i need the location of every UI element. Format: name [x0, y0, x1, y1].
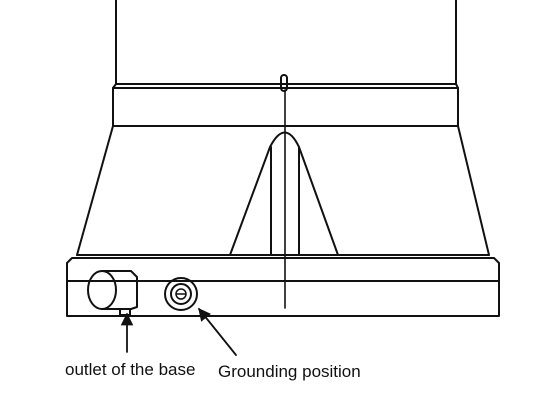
center-rib — [229, 74, 339, 256]
tapered-housing — [76, 125, 490, 256]
grounding-pointer-arrow — [198, 308, 237, 356]
grounding-terminal — [164, 277, 198, 311]
outlet-label: outlet of the base — [65, 360, 196, 379]
base-outlet — [87, 270, 138, 316]
upper-column — [115, 0, 457, 85]
base-plate — [66, 257, 500, 317]
grounding-label: Grounding position — [218, 362, 361, 381]
